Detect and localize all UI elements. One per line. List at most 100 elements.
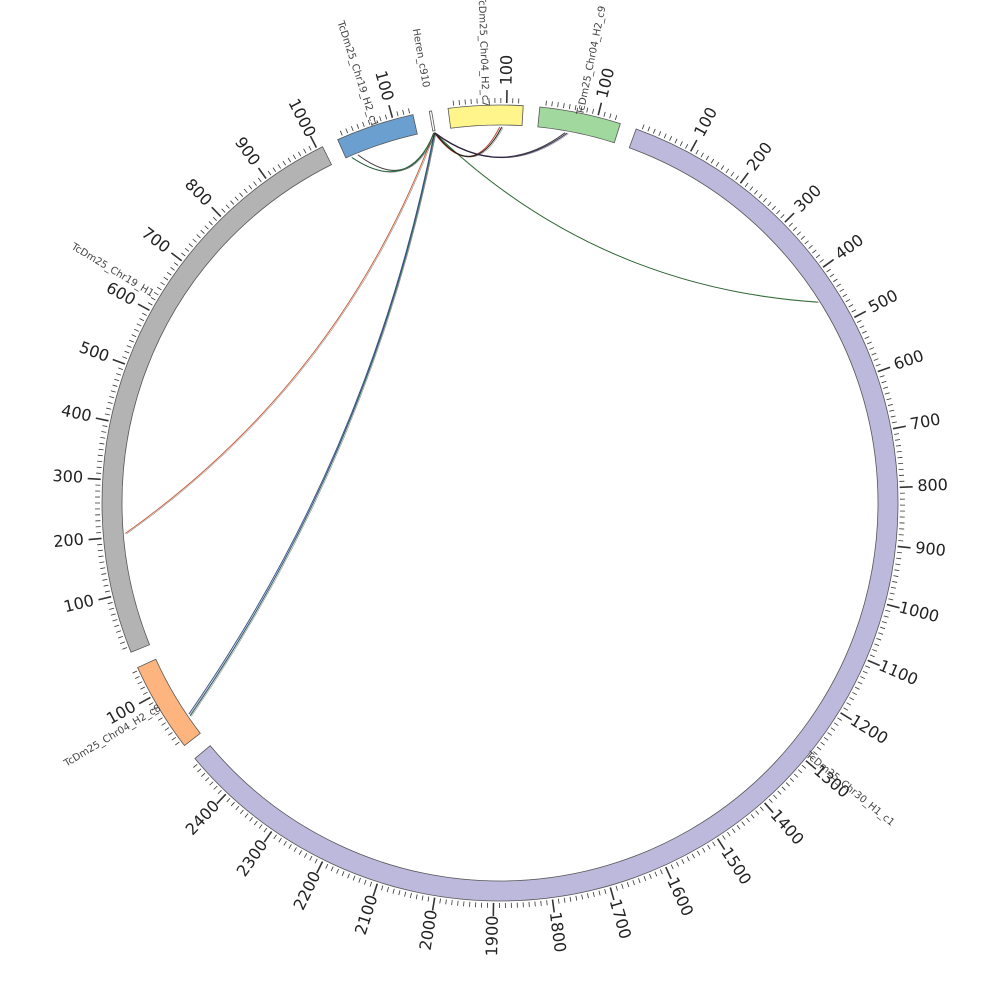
- minor-tick: [304, 853, 308, 858]
- link: [434, 126, 503, 157]
- minor-tick: [763, 197, 767, 203]
- minor-tick: [707, 844, 711, 850]
- minor-tick: [720, 165, 725, 170]
- minor-tick: [833, 722, 839, 726]
- minor-tick: [239, 809, 244, 815]
- minor-tick: [735, 175, 739, 181]
- minor-tick: [654, 871, 658, 877]
- minor-tick: [99, 561, 105, 564]
- minor-tick: [292, 154, 297, 160]
- tick-label: 100: [690, 104, 721, 140]
- ticks-layer: 1002003004005006007008009001000110012001…: [52, 55, 948, 957]
- minor-tick: [712, 841, 716, 847]
- minor-tick: [134, 676, 140, 679]
- major-tick: [216, 793, 227, 805]
- minor-tick: [758, 193, 763, 199]
- minor-tick: [107, 401, 113, 404]
- minor-tick: [700, 152, 704, 158]
- minor-tick: [731, 828, 736, 833]
- minor-tick: [116, 630, 122, 633]
- minor-tick: [691, 853, 695, 859]
- tick-label: 300: [52, 466, 84, 487]
- minor-tick: [670, 864, 674, 870]
- tick-label: 100: [62, 591, 96, 617]
- link-edge: [435, 127, 504, 158]
- minor-tick: [170, 267, 175, 271]
- minor-tick: [258, 177, 262, 183]
- minor-tick: [173, 262, 179, 266]
- minor-tick: [722, 835, 726, 840]
- minor-tick: [352, 875, 356, 881]
- minor-tick: [773, 794, 778, 799]
- minor-tick: [415, 894, 418, 900]
- minor-tick: [97, 543, 103, 546]
- minor-tick: [730, 172, 735, 177]
- minor-tick: [142, 691, 148, 695]
- major-tick: [257, 167, 267, 179]
- major-tick: [87, 477, 101, 481]
- minor-tick: [890, 415, 896, 418]
- minor-tick: [781, 786, 786, 791]
- minor-tick: [282, 160, 286, 166]
- minor-tick: [293, 847, 297, 852]
- minor-tick: [777, 790, 782, 795]
- tick-label: 700: [908, 409, 942, 433]
- minor-tick: [184, 248, 190, 252]
- minor-tick: [114, 624, 120, 628]
- minor-tick: [427, 896, 430, 902]
- tick-label: 600: [891, 346, 926, 374]
- minor-tick: [122, 356, 128, 359]
- minor-tick: [263, 827, 268, 833]
- minor-tick: [545, 100, 547, 106]
- minor-tick: [837, 717, 842, 721]
- minor-tick: [897, 456, 903, 459]
- major-tick: [764, 802, 774, 814]
- minor-tick: [873, 358, 879, 361]
- links-layer: [124, 126, 820, 717]
- minor-tick: [150, 297, 156, 301]
- minor-tick: [557, 898, 560, 904]
- tick-label: 1900: [482, 915, 502, 956]
- major-tick: [867, 659, 881, 667]
- minor-tick: [386, 887, 389, 893]
- minor-tick: [894, 433, 900, 435]
- minor-tick: [546, 900, 548, 906]
- minor-tick: [253, 181, 257, 186]
- minor-tick: [878, 632, 884, 635]
- tick-label: 300: [790, 181, 825, 216]
- minor-tick: [891, 421, 897, 424]
- minor-tick: [574, 105, 577, 111]
- minor-tick: [104, 413, 110, 416]
- minor-tick: [813, 751, 818, 755]
- tick-label: 500: [865, 286, 901, 317]
- minor-tick: [457, 900, 459, 906]
- minor-tick: [736, 824, 741, 830]
- minor-tick: [857, 681, 863, 685]
- minor-tick: [153, 291, 159, 296]
- minor-tick: [347, 873, 350, 879]
- major-tick: [822, 258, 835, 268]
- segment-name-tcdm25-chr04-h2-c7: TcDm25_Chr04_H2_c7: [476, 0, 491, 107]
- link-edge: [435, 133, 820, 303]
- minor-tick: [132, 670, 138, 674]
- minor-tick: [819, 259, 824, 263]
- minor-tick: [771, 205, 776, 211]
- minor-tick: [826, 268, 831, 273]
- minor-tick: [196, 234, 201, 239]
- minor-tick: [615, 885, 618, 891]
- minor-tick: [112, 384, 118, 387]
- minor-tick: [862, 670, 868, 674]
- minor-tick: [208, 221, 213, 226]
- minor-tick: [808, 245, 813, 249]
- segments-layer: [101, 104, 899, 902]
- minor-tick: [649, 873, 652, 879]
- minor-tick: [540, 900, 542, 906]
- minor-tick: [98, 555, 104, 558]
- minor-tick: [896, 450, 902, 453]
- link-edge: [435, 133, 569, 159]
- minor-tick: [768, 798, 773, 803]
- minor-tick: [396, 111, 399, 117]
- minor-tick: [164, 727, 170, 731]
- tick-label: 800: [181, 175, 216, 210]
- minor-tick: [859, 325, 865, 329]
